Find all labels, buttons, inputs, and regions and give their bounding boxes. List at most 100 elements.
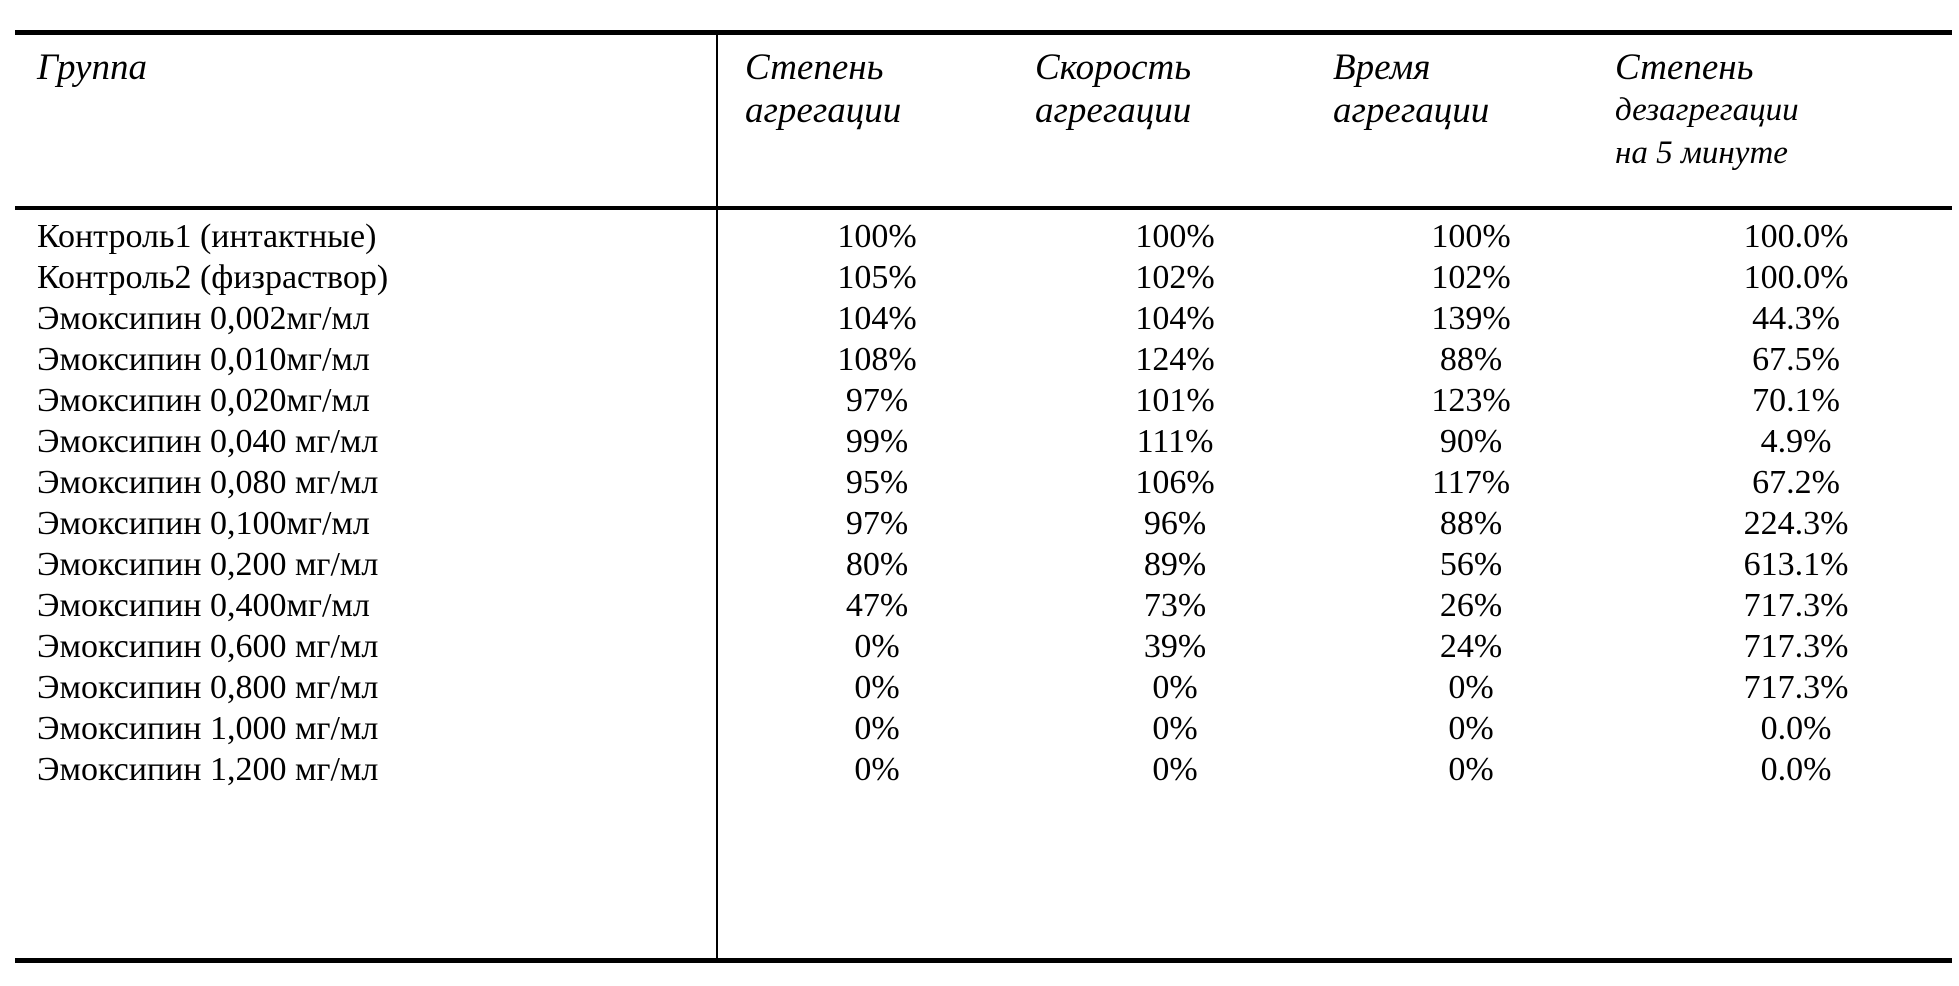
value-cell: 95%: [757, 462, 997, 503]
value-cell: 117%: [1351, 462, 1591, 503]
value-cell: 97%: [757, 380, 997, 421]
group-cell: Эмоксипин 1,000 мг/мл: [37, 708, 378, 749]
value-cell: 0%: [757, 667, 997, 708]
value-cell: 613.1%: [1676, 544, 1916, 585]
table-row: Эмоксипин 0,100мг/мл 97% 96% 88% 224.3%: [15, 503, 1952, 544]
column-header-line: Скорость: [1035, 46, 1191, 89]
column-header-line: Группа: [37, 46, 147, 89]
value-cell: 4.9%: [1676, 421, 1916, 462]
group-cell: Контроль2 (физраствор): [37, 257, 388, 298]
value-cell: 99%: [757, 421, 997, 462]
column-header-line: Степень: [1615, 46, 1799, 89]
group-cell: Эмоксипин 0,100мг/мл: [37, 503, 370, 544]
table-row: Эмоксипин 0,080 мг/мл 95% 106% 117% 67.2%: [15, 462, 1952, 503]
group-cell: Эмоксипин 0,020мг/мл: [37, 380, 370, 421]
group-cell: Эмоксипин 0,800 мг/мл: [37, 667, 378, 708]
value-cell: 70.1%: [1676, 380, 1916, 421]
bottom-rule: [15, 958, 1952, 963]
value-cell: 105%: [757, 257, 997, 298]
value-cell: 96%: [1055, 503, 1295, 544]
value-cell: 0%: [1351, 667, 1591, 708]
value-cell: 97%: [757, 503, 997, 544]
value-cell: 717.3%: [1676, 626, 1916, 667]
value-cell: 56%: [1351, 544, 1591, 585]
table-row: Эмоксипин 0,800 мг/мл 0% 0% 0% 717.3%: [15, 667, 1952, 708]
column-header-line: Время: [1333, 46, 1489, 89]
value-cell: 0%: [757, 626, 997, 667]
group-cell: Контроль1 (интактные): [37, 216, 376, 257]
value-cell: 111%: [1055, 421, 1295, 462]
column-header-line: агрегации: [1035, 89, 1191, 132]
value-cell: 123%: [1351, 380, 1591, 421]
group-cell: Эмоксипин 0,010мг/мл: [37, 339, 370, 380]
value-cell: 101%: [1055, 380, 1295, 421]
header-rule: [15, 206, 1952, 210]
table-row: Эмоксипин 0,400мг/мл 47% 73% 26% 717.3%: [15, 585, 1952, 626]
column-header: Времяагрегации: [1333, 46, 1489, 132]
value-cell: 88%: [1351, 503, 1591, 544]
column-header-line: дезагрегации: [1615, 89, 1799, 132]
group-cell: Эмоксипин 0,002мг/мл: [37, 298, 370, 339]
value-cell: 88%: [1351, 339, 1591, 380]
value-cell: 100%: [757, 216, 997, 257]
value-cell: 717.3%: [1676, 667, 1916, 708]
group-cell: Эмоксипин 0,040 мг/мл: [37, 421, 378, 462]
value-cell: 0.0%: [1676, 749, 1916, 790]
value-cell: 26%: [1351, 585, 1591, 626]
value-cell: 104%: [1055, 298, 1295, 339]
table-row: Эмоксипин 0,002мг/мл 104% 104% 139% 44.3%: [15, 298, 1952, 339]
column-header: Степеньагрегации: [745, 46, 901, 132]
value-cell: 89%: [1055, 544, 1295, 585]
value-cell: 100%: [1351, 216, 1591, 257]
value-cell: 102%: [1351, 257, 1591, 298]
table-row: Эмоксипин 0,200 мг/мл 80% 89% 56% 613.1%: [15, 544, 1952, 585]
table-row: Контроль1 (интактные) 100% 100% 100% 100.0%: [15, 216, 1952, 257]
value-cell: 0%: [1055, 749, 1295, 790]
value-cell: 0%: [1351, 708, 1591, 749]
column-header: Скоростьагрегации: [1035, 46, 1191, 132]
value-cell: 100.0%: [1676, 257, 1916, 298]
table-row: Контроль2 (физраствор) 105% 102% 102% 100.0%: [15, 257, 1952, 298]
column-header-line: агрегации: [745, 89, 901, 132]
column-header: Степеньдезагрегациина 5 минуте: [1615, 46, 1799, 175]
value-cell: 139%: [1351, 298, 1591, 339]
value-cell: 73%: [1055, 585, 1295, 626]
column-header: Группа: [37, 46, 147, 89]
value-cell: 0%: [757, 708, 997, 749]
column-header-line: агрегации: [1333, 89, 1489, 132]
value-cell: 90%: [1351, 421, 1591, 462]
column-header-line: Степень: [745, 46, 901, 89]
value-cell: 224.3%: [1676, 503, 1916, 544]
value-cell: 0%: [1055, 667, 1295, 708]
table-row: Эмоксипин 0,600 мг/мл 0% 39% 24% 717.3%: [15, 626, 1952, 667]
table-row: Эмоксипин 1,200 мг/мл0%0%0%0.0%: [15, 749, 1952, 790]
value-cell: 124%: [1055, 339, 1295, 380]
group-cell: Эмоксипин 0,600 мг/мл: [37, 626, 378, 667]
value-cell: 47%: [757, 585, 997, 626]
table-row: Эмоксипин 0,010мг/мл 108% 124% 88% 67.5%: [15, 339, 1952, 380]
group-cell: Эмоксипин 1,200 мг/мл: [37, 749, 378, 790]
table-row: Эмоксипин 1,000 мг/мл0%0%0%0.0%: [15, 708, 1952, 749]
value-cell: 39%: [1055, 626, 1295, 667]
value-cell: 67.2%: [1676, 462, 1916, 503]
value-cell: 104%: [757, 298, 997, 339]
value-cell: 717.3%: [1676, 585, 1916, 626]
group-cell: Эмоксипин 0,200 мг/мл: [37, 544, 378, 585]
top-rule: [15, 30, 1952, 35]
group-cell: Эмоксипин 0,400мг/мл: [37, 585, 370, 626]
value-cell: 0.0%: [1676, 708, 1916, 749]
table-row: Эмоксипин 0,040 мг/мл 99% 111% 90% 4.9%: [15, 421, 1952, 462]
value-cell: 24%: [1351, 626, 1591, 667]
value-cell: 100.0%: [1676, 216, 1916, 257]
group-cell: Эмоксипин 0,080 мг/мл: [37, 462, 378, 503]
value-cell: 102%: [1055, 257, 1295, 298]
value-cell: 67.5%: [1676, 339, 1916, 380]
value-cell: 80%: [757, 544, 997, 585]
column-header-line: на 5 минуте: [1615, 132, 1799, 175]
value-cell: 0%: [757, 749, 997, 790]
table-row: Эмоксипин 0,020мг/мл 97% 101% 123% 70.1%: [15, 380, 1952, 421]
value-cell: 100%: [1055, 216, 1295, 257]
value-cell: 106%: [1055, 462, 1295, 503]
value-cell: 44.3%: [1676, 298, 1916, 339]
value-cell: 108%: [757, 339, 997, 380]
